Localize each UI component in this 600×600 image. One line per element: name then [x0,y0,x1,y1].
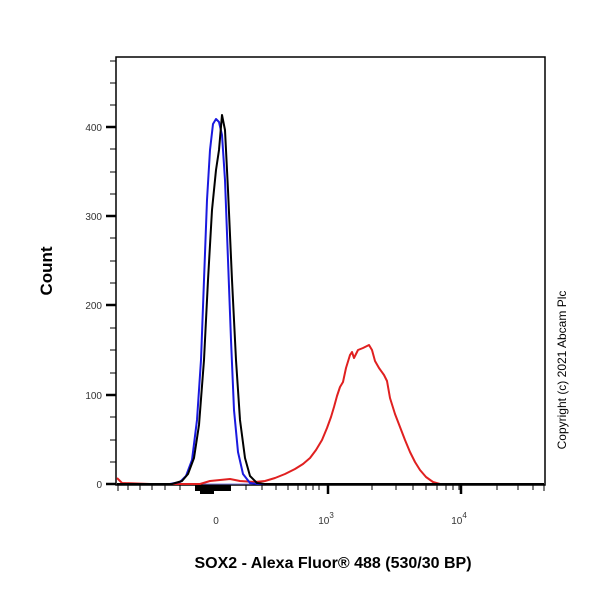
y-tick-300: 300 [85,212,102,223]
y-axis [106,60,116,486]
y-tick-100: 100 [85,391,102,402]
x-axis [117,485,545,494]
y-tick-400: 400 [85,123,102,134]
series-control-black [117,114,544,485]
copyright-notice: Copyright (c) 2021 Abcam Plc [555,291,569,450]
series-sox2-red [116,344,544,485]
x-tick-1e4: 104 [451,511,467,527]
y-tick-200: 200 [85,301,102,312]
y-tick-0: 0 [96,480,102,491]
y-axis-title: Count [37,246,56,295]
series-control-blue [117,118,544,485]
x-tick-1e3: 103 [318,511,334,527]
x-axis-title: SOX2 - Alexa Fluor® 488 (530/30 BP) [194,555,471,572]
x-tick-0: 0 [213,516,219,527]
